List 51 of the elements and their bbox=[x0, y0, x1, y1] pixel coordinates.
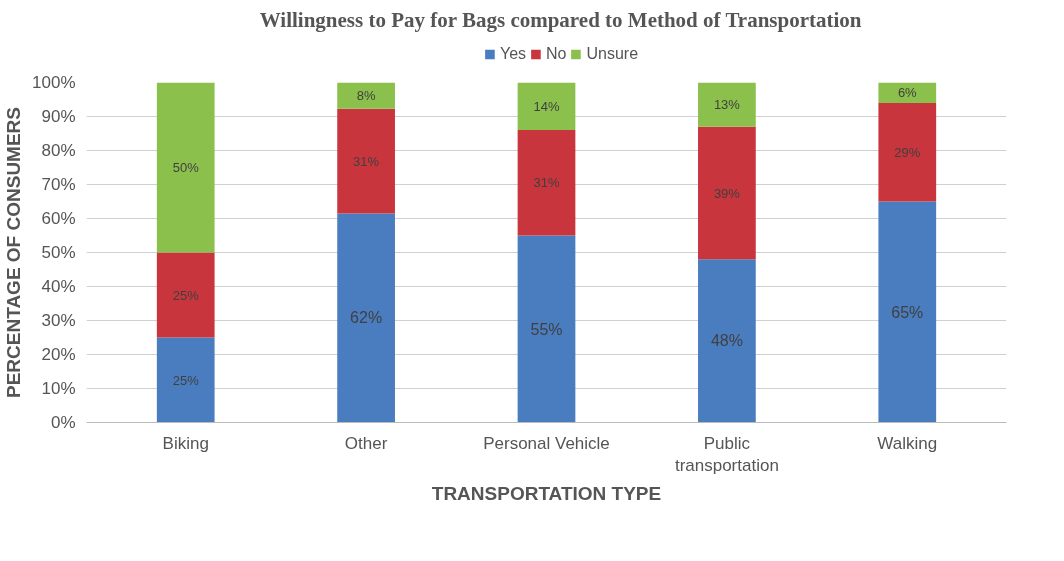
data-label: 29% bbox=[894, 144, 921, 160]
bar bbox=[337, 82, 395, 109]
data-label: 55% bbox=[530, 320, 563, 338]
y-tick-label: 60% bbox=[41, 209, 76, 228]
data-label: 6% bbox=[897, 85, 918, 101]
chart-title: Willingness to Pay for Bags compared to Method of Transportation bbox=[259, 7, 862, 32]
data-label: 25% bbox=[172, 372, 200, 388]
bar bbox=[517, 82, 576, 131]
data-label: 14% bbox=[533, 98, 560, 114]
bar bbox=[156, 82, 215, 253]
y-tick-label: 90% bbox=[41, 107, 76, 126]
y-tick-label: 70% bbox=[41, 175, 76, 194]
y-tick-label: 80% bbox=[41, 141, 76, 160]
y-tick-label: 0% bbox=[50, 413, 76, 432]
y-axis-title: PERCENTAGE OF CONSUMERS bbox=[3, 106, 25, 398]
y-tick-label: 100% bbox=[32, 73, 76, 92]
data-label: 8% bbox=[356, 88, 376, 104]
bar bbox=[517, 130, 576, 236]
data-label: 39% bbox=[713, 185, 741, 201]
bar bbox=[156, 252, 215, 338]
bar bbox=[156, 337, 215, 423]
data-label: 65% bbox=[891, 303, 924, 321]
legend-label: No bbox=[546, 45, 567, 63]
data-label: 50% bbox=[172, 160, 200, 175]
bar bbox=[878, 102, 937, 202]
legend-label: Yes bbox=[499, 45, 527, 63]
x-axis-title: TRANSPORTATION TYPE bbox=[431, 483, 662, 505]
legend-label: Unsure bbox=[586, 45, 639, 63]
bar bbox=[698, 126, 756, 260]
y-tick-label: 10% bbox=[41, 379, 76, 398]
data-label: 62% bbox=[350, 309, 383, 327]
data-label: 31% bbox=[533, 175, 560, 191]
bar bbox=[337, 213, 395, 423]
x-tick-label: Biking bbox=[162, 433, 209, 453]
bar bbox=[337, 108, 395, 214]
x-tick-label: Walking bbox=[877, 433, 938, 453]
y-tick-label: 30% bbox=[41, 311, 76, 330]
data-label: 31% bbox=[353, 153, 380, 169]
bar bbox=[517, 235, 576, 423]
y-tick-label: 20% bbox=[41, 345, 76, 364]
data-label: 48% bbox=[710, 332, 743, 350]
x-tick-label: Public transportation bbox=[674, 433, 779, 476]
bar bbox=[878, 201, 937, 423]
x-tick-label: Personal Vehicle bbox=[483, 433, 610, 453]
y-tick-label: 50% bbox=[41, 243, 76, 262]
data-label: 13% bbox=[713, 97, 741, 113]
bar bbox=[698, 259, 756, 423]
y-tick-label: 40% bbox=[41, 277, 76, 296]
data-label: 25% bbox=[172, 287, 200, 303]
x-tick-label: Other bbox=[344, 433, 388, 453]
bar bbox=[698, 82, 756, 127]
